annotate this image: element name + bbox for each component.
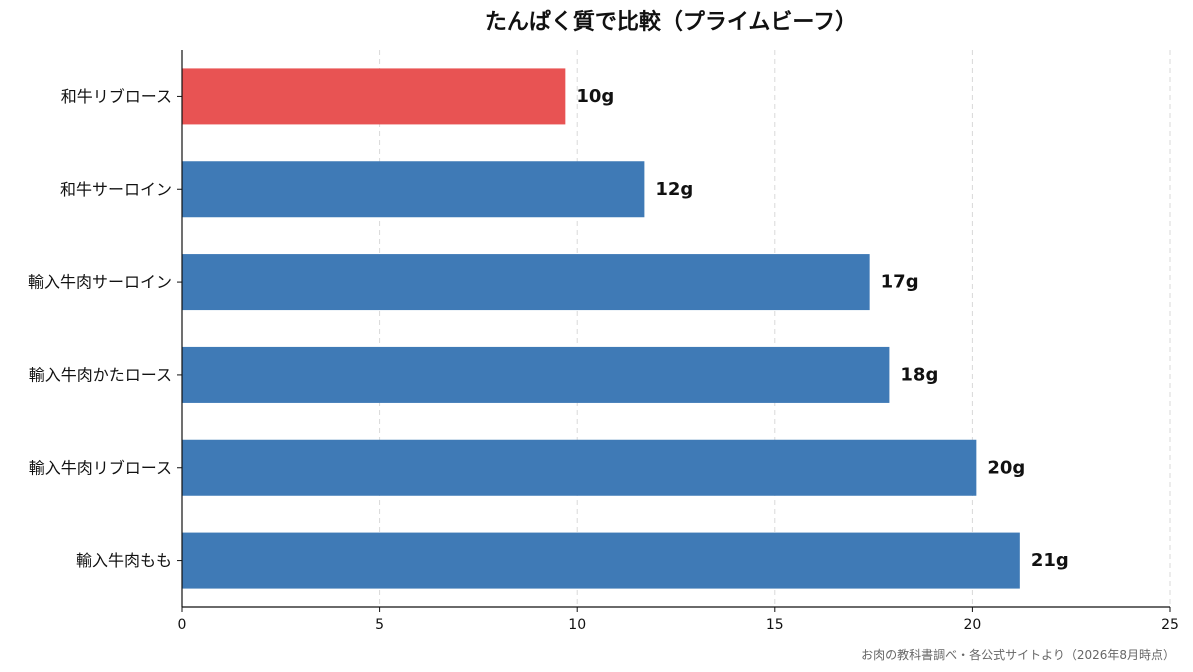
value-label: 20g <box>987 457 1025 478</box>
axes <box>177 50 1171 612</box>
bar <box>182 346 890 403</box>
value-label: 17g <box>881 272 919 293</box>
value-label: 18g <box>900 364 938 385</box>
category-label: 輸入牛肉もも <box>76 551 172 570</box>
x-tick-label: 15 <box>766 617 784 633</box>
bar <box>182 161 645 218</box>
category-label: 和牛リブロース <box>61 87 172 106</box>
x-tick-label: 20 <box>963 617 981 633</box>
category-label: 和牛サーロイン <box>60 180 172 199</box>
category-label: 輸入牛肉サーロイン <box>28 273 172 292</box>
source-note: お肉の教科書調べ・各公式サイトより（2026年8月時点） <box>861 647 1175 662</box>
category-label: 輸入牛肉かたロース <box>29 365 172 384</box>
x-tick-label: 5 <box>375 617 384 633</box>
bar <box>182 68 566 125</box>
bar <box>182 439 977 496</box>
bar <box>182 532 1020 589</box>
value-label: 21g <box>1031 550 1069 571</box>
grid-lines <box>379 50 1171 607</box>
bars <box>182 68 1020 589</box>
x-tick-label: 25 <box>1161 617 1179 633</box>
value-label: 12g <box>655 179 693 200</box>
chart-title: たんぱく質で比較（プライムビーフ） <box>485 9 857 35</box>
labels: 和牛リブロース 10g 和牛サーロイン 12g 輸入牛肉サーロイン 17g 輸入牛肉かたロー… <box>28 86 1179 633</box>
x-tick-label: 10 <box>568 617 586 633</box>
x-tick-label: 0 <box>178 617 187 633</box>
category-label: 輸入牛肉リブロース <box>29 458 172 477</box>
bar <box>182 254 870 311</box>
value-label: 10g <box>576 86 614 107</box>
